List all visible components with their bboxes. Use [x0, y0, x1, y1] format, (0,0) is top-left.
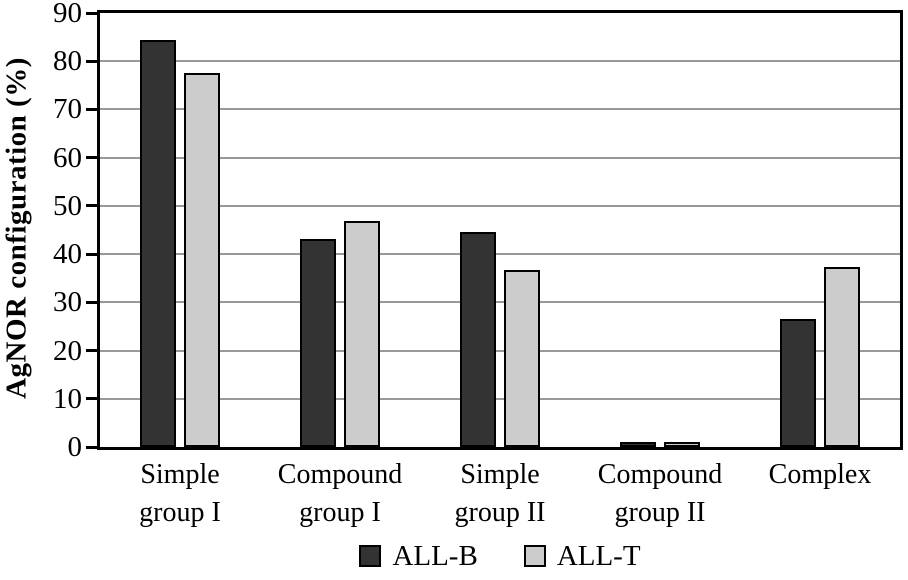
legend-label-all-t: ALL-T [556, 540, 641, 572]
y-tick-mark-60 [86, 156, 97, 160]
y-tick-mark-30 [86, 300, 97, 304]
y-tick-mark-10 [86, 397, 97, 401]
legend: ALL-B ALL-T [97, 541, 903, 571]
y-tick-label-70: 70 [53, 93, 82, 126]
gridline-y60 [100, 156, 900, 159]
bar-all-t-1 [184, 73, 220, 447]
x-category-label-1: Simple group I [139, 459, 221, 528]
y-tick-label-10: 10 [53, 382, 82, 415]
y-tick-label-60: 60 [53, 141, 82, 174]
y-tick-label-50: 50 [53, 189, 82, 222]
y-tick-mark-80 [86, 59, 97, 63]
y-tick-mark-0 [86, 445, 97, 449]
y-tick-mark-70 [86, 107, 97, 111]
y-tick-label-80: 80 [53, 45, 82, 78]
y-tick-label-90: 90 [53, 0, 82, 29]
y-tick-label-0: 0 [67, 431, 83, 463]
legend-label-all-b: ALL-B [392, 540, 478, 572]
y-tick-mark-50 [86, 204, 97, 208]
legend-item-all-t: ALL-T [523, 540, 641, 572]
x-category-label-5: Complex [768, 459, 872, 490]
y-tick-mark-40 [86, 252, 97, 256]
bar-all-b-4 [620, 442, 656, 447]
bar-all-b-1 [140, 39, 176, 447]
bar-all-t-3 [504, 269, 540, 447]
bar-all-t-4 [664, 442, 700, 447]
bar-all-b-2 [300, 238, 336, 447]
y-tick-mark-20 [86, 349, 97, 353]
plot-area [97, 10, 903, 450]
y-tick-label-40: 40 [53, 238, 82, 271]
y-tick-label-30: 30 [53, 286, 82, 319]
x-category-label-2: Compound group I [277, 459, 403, 528]
bar-all-t-5 [824, 267, 860, 447]
x-category-label-4: Compound group II [597, 459, 723, 528]
bar-all-b-3 [460, 231, 496, 447]
gridline-y30 [100, 301, 900, 304]
gridline-y70 [100, 108, 900, 111]
legend-item-all-b: ALL-B [359, 540, 478, 572]
gridline-y20 [100, 349, 900, 352]
x-category-label-3: Simple group II [454, 459, 546, 528]
legend-swatch-all-b [359, 545, 382, 567]
bar-all-t-2 [344, 221, 380, 447]
bar-all-b-5 [780, 319, 816, 447]
legend-swatch-all-t [523, 545, 546, 567]
gridline-y10 [100, 397, 900, 400]
gridline-y40 [100, 253, 900, 256]
gridline-y80 [100, 60, 900, 63]
gridline-y50 [100, 204, 900, 207]
y-tick-mark-90 [86, 11, 97, 15]
y-tick-label-20: 20 [53, 334, 82, 367]
